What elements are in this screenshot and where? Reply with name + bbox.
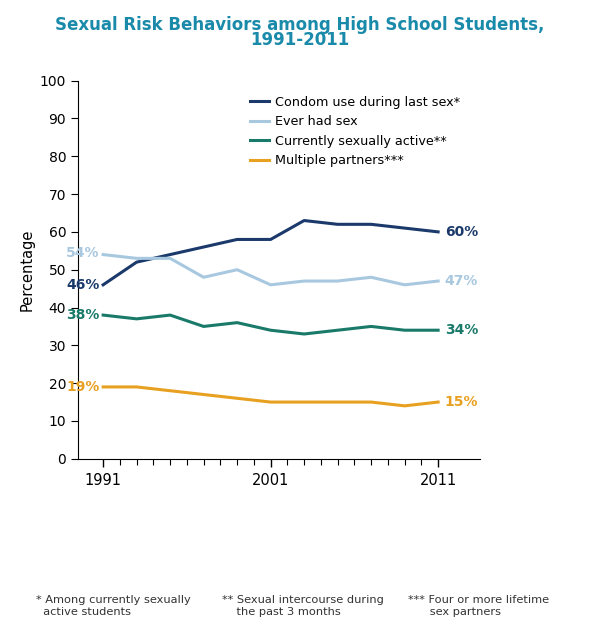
Text: 60%: 60%	[445, 225, 478, 239]
Text: 15%: 15%	[445, 395, 478, 409]
Text: 54%: 54%	[66, 246, 100, 260]
Text: 19%: 19%	[67, 380, 100, 394]
Text: 47%: 47%	[445, 274, 478, 288]
Y-axis label: Percentage: Percentage	[19, 229, 34, 311]
Text: 34%: 34%	[445, 323, 478, 337]
Text: Sexual Risk Behaviors among High School Students,: Sexual Risk Behaviors among High School …	[55, 16, 545, 33]
Legend: Condom use during last sex*, Ever had sex, Currently sexually active**, Multiple: Condom use during last sex*, Ever had se…	[245, 91, 466, 172]
Text: ** Sexual intercourse during
    the past 3 months: ** Sexual intercourse during the past 3 …	[222, 595, 384, 617]
Text: *** Four or more lifetime
      sex partners: *** Four or more lifetime sex partners	[408, 595, 549, 617]
Text: 1991‑2011: 1991‑2011	[250, 31, 350, 49]
Text: 38%: 38%	[67, 308, 100, 322]
Text: 46%: 46%	[67, 278, 100, 292]
Text: * Among currently sexually
  active students: * Among currently sexually active studen…	[36, 595, 191, 617]
